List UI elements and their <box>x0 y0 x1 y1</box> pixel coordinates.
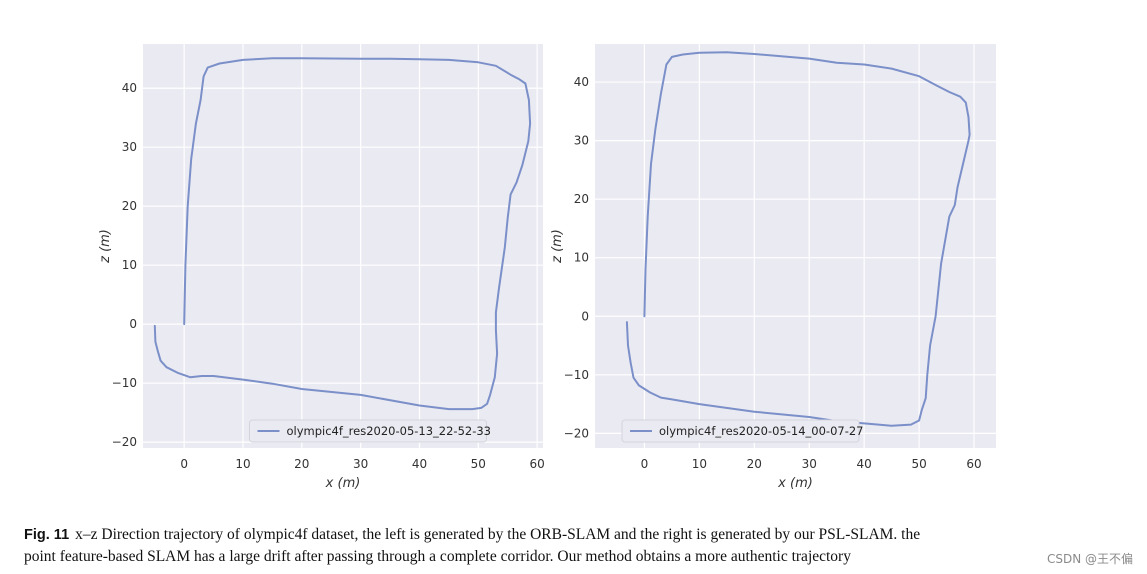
x-tick-label: 0 <box>641 457 649 471</box>
x-tick-label: 60 <box>966 457 981 471</box>
y-tick-label: −10 <box>112 376 137 390</box>
x-tick-label: 20 <box>294 457 309 471</box>
left-chart-orb-slam: 0 10 20 30 40 50 60 −20 −10 0 10 20 30 40 x (m) z (m) ol… <box>98 44 545 491</box>
trajectory-line <box>625 51 971 427</box>
y-tick-label: 0 <box>581 309 589 323</box>
plot-background <box>143 44 543 448</box>
x-tick-label: 50 <box>911 457 926 471</box>
legend-entry: olympic4f_res2020-05-13_22-52-33 <box>287 424 492 438</box>
y-tick-label: 30 <box>122 140 137 154</box>
y-tick-label: −10 <box>564 368 589 382</box>
x-tick-label: 50 <box>471 457 486 471</box>
y-tick-label: 20 <box>122 199 137 213</box>
x-tick-label: 40 <box>412 457 427 471</box>
x-tick-label: 40 <box>857 457 872 471</box>
x-tick-label: 0 <box>180 457 188 471</box>
x-axis-label: x (m) <box>325 476 361 491</box>
y-tick-label: 20 <box>574 192 589 206</box>
x-tick-label: 60 <box>529 457 544 471</box>
y-tick-label: 40 <box>122 81 137 95</box>
legend-box <box>621 419 860 443</box>
x-tick-label: 30 <box>353 457 368 471</box>
caption-label: Fig. 11 <box>24 527 70 543</box>
y-tick-label: −20 <box>564 426 589 440</box>
x-tick-label: 10 <box>692 457 707 471</box>
x-tick-label: 10 <box>235 457 250 471</box>
y-tick-label: 30 <box>574 134 589 148</box>
y-tick-label: 10 <box>122 258 137 272</box>
trajectory-line <box>153 57 532 411</box>
y-tick-label: 10 <box>574 251 589 265</box>
y-axis-label: z (m) <box>550 229 565 264</box>
y-tick-label: −20 <box>112 435 137 449</box>
caption-text-line2: point feature-based SLAM has a large dri… <box>24 548 851 565</box>
x-axis-label: x (m) <box>777 476 813 491</box>
y-tick-label: 0 <box>129 317 137 331</box>
plot-background <box>595 44 996 448</box>
y-axis-label: z (m) <box>98 229 113 264</box>
x-tick-label: 20 <box>747 457 762 471</box>
legend-box <box>249 419 487 443</box>
y-tick-label: 40 <box>574 75 589 89</box>
x-tick-label: 30 <box>802 457 817 471</box>
caption-text-line1: x–z Direction trajectory of olympic4f da… <box>75 526 921 543</box>
legend-entry: olympic4f_res2020-05-14_00-07-27 <box>659 424 864 438</box>
caption-line-1: Fig. 11 x–z Direction trajectory of olymp… <box>24 524 1124 546</box>
watermark: CSDN @王不偏 <box>1046 552 1133 566</box>
right-chart-psl-slam: 0 10 20 30 40 50 60 −20 −10 0 10 20 30 40 x (m) z (m) ol… <box>550 44 996 491</box>
figure-charts: 0 10 20 30 40 50 60 −20 −10 0 10 20 30 40 x (m) z (m) ol… <box>98 44 996 491</box>
figure-caption: Fig. 11 x–z Direction trajectory of olymp… <box>24 524 1124 568</box>
